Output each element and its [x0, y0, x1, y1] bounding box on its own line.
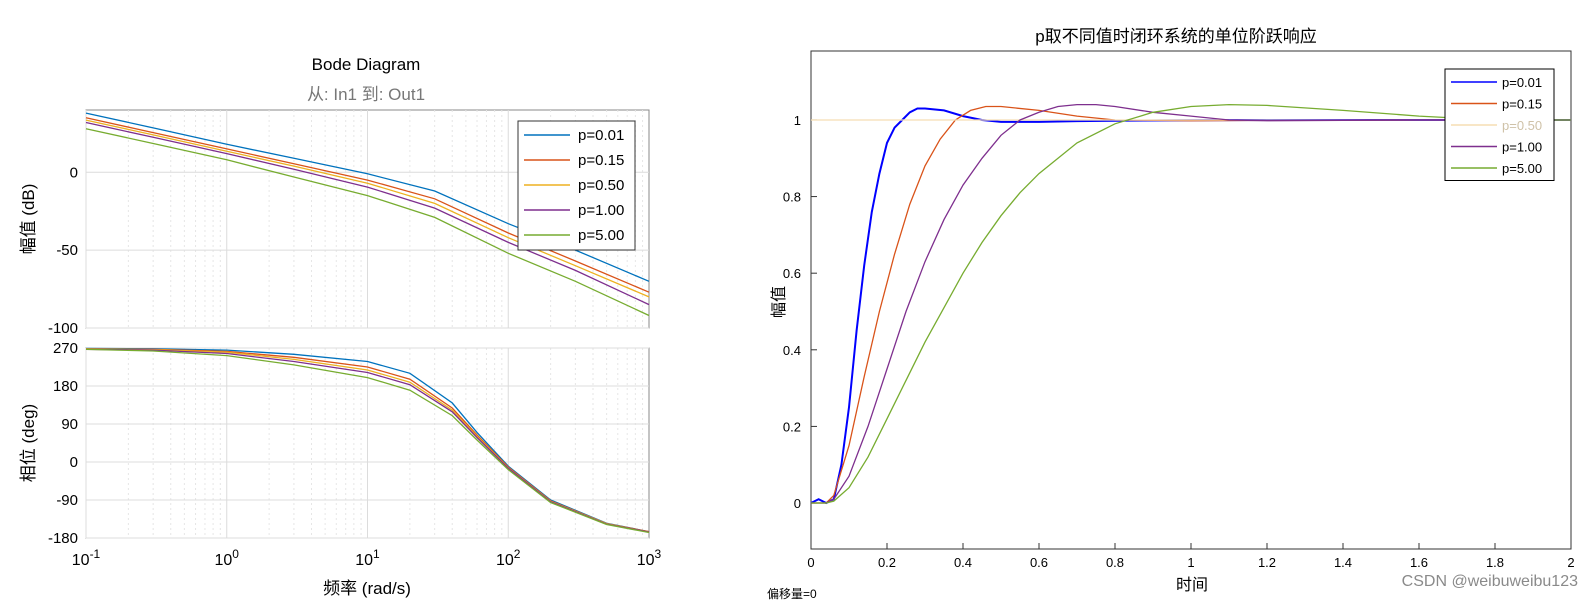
step-xtick-label: 2 [1567, 555, 1574, 570]
phase-lines [85, 347, 650, 534]
phase-ytick-label: -90 [56, 492, 78, 509]
bode-legend-label: p=0.15 [578, 152, 624, 169]
bode-title: Bode Diagram [312, 55, 421, 74]
step-axes [810, 50, 1572, 550]
magnitude-ytick-label: -50 [56, 242, 78, 259]
magnitude-series-line [85, 119, 650, 298]
step-xtick-label: 0.2 [878, 555, 896, 570]
step-ticks: 0 0.2 0.4 0.6 0.8 1 1.2 1.4 1.6 1.8 2 0 0.2 0.4 0.6 0.8… [783, 113, 1575, 570]
magnitude-series-line [85, 128, 650, 317]
step-ytick-label: 0.8 [783, 190, 801, 205]
step-xlabel: 时间 [1176, 576, 1208, 594]
bode-legend: p=0.01 p=0.15 p=0.50 p=1.00 p=5.00 [517, 120, 636, 251]
phase-ytick-label: 270 [53, 340, 78, 357]
step-ytick-label: 1 [794, 113, 801, 128]
step-legend: p=0.01 p=0.15 p=0.50 p=1.00 p=5.00 [1444, 68, 1555, 181]
step-ylabel: 幅值 [770, 286, 788, 318]
magnitude-series-line [85, 121, 650, 306]
step-xtick-label: 1.4 [1334, 555, 1352, 570]
step-series-line [811, 103, 1571, 504]
step-legend-label: p=0.50 [1502, 118, 1542, 133]
step-offset-note: 偏移量=0 [767, 586, 817, 601]
phase-ytick-label: 0 [70, 454, 78, 471]
phase-series-line [85, 348, 650, 534]
step-ytick-label: 0.6 [783, 266, 801, 281]
magnitude-series-line [85, 117, 650, 293]
step-series-line [810, 107, 1571, 505]
bode-xtick-label: 103 [637, 547, 662, 569]
step-xtick-label: 1.2 [1258, 555, 1276, 570]
step-xtick-label: 0.8 [1106, 555, 1124, 570]
bode-xtick-label: 101 [355, 547, 380, 569]
phase-ytick-label: -180 [48, 530, 78, 547]
step-legend-label: p=0.01 [1502, 75, 1542, 90]
step-legend-label: p=0.15 [1502, 97, 1542, 112]
step-xtick-label: 1 [1187, 555, 1194, 570]
magnitude-ytick-label: -100 [48, 320, 78, 337]
phase-ylabel: 相位 (deg) [19, 404, 38, 482]
step-ytick-label: 0.4 [783, 343, 801, 358]
bode-legend-label: p=1.00 [578, 202, 624, 219]
phase-grid [85, 347, 649, 539]
step-ytick-label: 0 [794, 496, 801, 511]
step-series-line [811, 103, 1571, 504]
bode-legend-label: p=5.00 [578, 227, 624, 244]
bode-xtick-label: 102 [496, 547, 521, 569]
phase-ytick-labels: -180 -90 0 90 180 270 [48, 340, 78, 547]
bode-subtitle: 从: In1 到: Out1 [307, 85, 425, 104]
bode-legend-label: p=0.50 [578, 177, 624, 194]
step-lines [810, 103, 1571, 505]
magnitude-ylabel: 幅值 (dB) [19, 184, 38, 255]
bode-legend-label: p=0.01 [578, 127, 624, 144]
phase-series-line [85, 348, 650, 533]
step-title: p取不同值时闭环系统的单位阶跃响应 [1035, 27, 1316, 46]
bode-xtick-labels: 10-1 100 101 102 103 [72, 547, 662, 569]
step-xtick-label: 1.8 [1486, 555, 1504, 570]
phase-series-line [85, 347, 650, 533]
step-legend-label: p=5.00 [1502, 161, 1542, 176]
bode-xtick-label: 10-1 [72, 547, 101, 569]
watermark: CSDN @weibuweibu123 [1401, 573, 1578, 590]
bode-xtick-label: 100 [215, 547, 240, 569]
step-xtick-label: 1.6 [1410, 555, 1428, 570]
step-ytick-label: 0.2 [783, 419, 801, 434]
step-xtick-label: 0 [807, 555, 814, 570]
magnitude-ytick-labels: -100 -50 0 [48, 164, 78, 337]
phase-ytick-label: 90 [61, 416, 78, 433]
step-legend-label: p=1.00 [1502, 140, 1542, 155]
magnitude-ytick-label: 0 [70, 164, 78, 181]
step-xtick-label: 0.4 [954, 555, 972, 570]
bode-xlabel: 频率 (rad/s) [323, 579, 411, 598]
phase-ytick-label: 180 [53, 378, 78, 395]
step-figure: p取不同值时闭环系统的单位阶跃响应 0 0.2 0.4 0.6 0.8 1 1.2 1.4 1.… [767, 27, 1575, 601]
step-xtick-label: 0.6 [1030, 555, 1048, 570]
bode-figure: Bode Diagram 从: In1 到: Out1 -100 -50 0 幅值 … [19, 55, 662, 598]
